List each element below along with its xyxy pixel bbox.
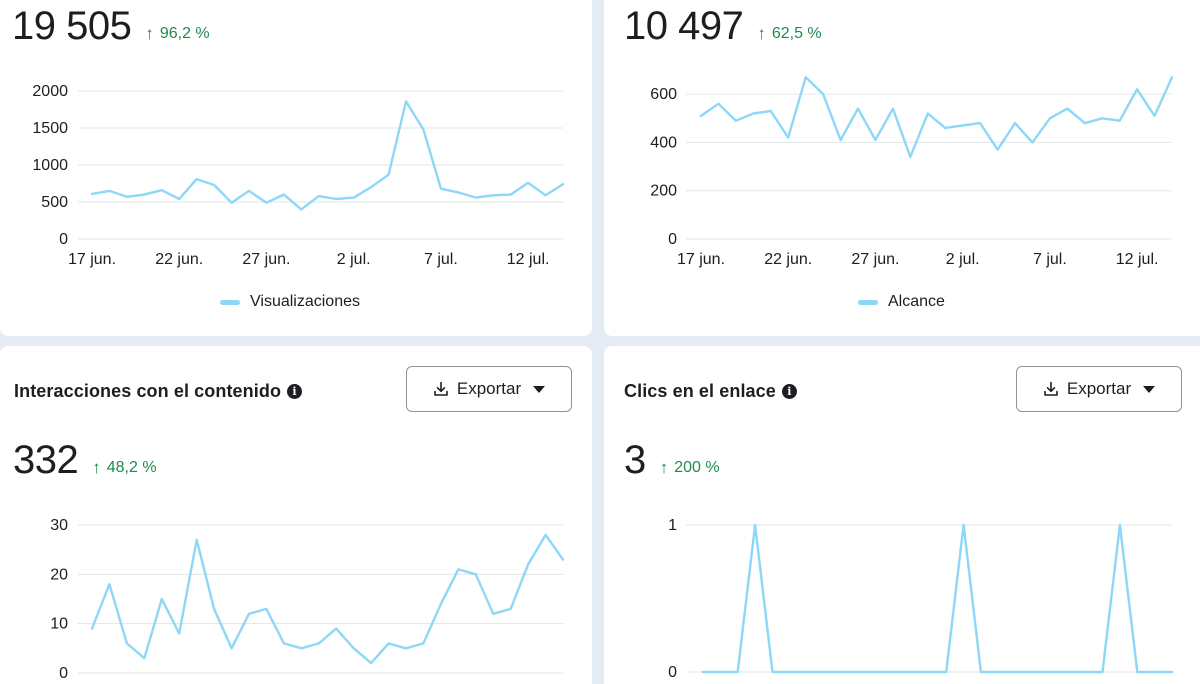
clicks-title-text: Clics en el enlace: [624, 381, 776, 401]
interactions-metric-value: 332: [13, 438, 79, 482]
clicks-metric-value: 3: [624, 438, 646, 482]
interactions-title: Interacciones con el contenido i: [14, 381, 303, 402]
interactions-change: ↑ 48,2 %: [92, 458, 156, 478]
interactions-metric-row: 332 ↑ 48,2 %: [13, 438, 157, 483]
download-icon: [1044, 381, 1058, 396]
export-button[interactable]: Exportar: [406, 366, 572, 412]
interactions-title-text: Interacciones con el contenido: [14, 381, 282, 401]
clicks-chart: 01: [668, 517, 1174, 681]
reach-card: 0 200 400 600 17 jun. 22 jun. 27 jun. 2 jul. 7 j…: [604, 0, 1200, 336]
reach-change: ↑ 62,5 %: [757, 24, 821, 44]
arrow-up-icon: ↑: [757, 24, 766, 43]
reach-metric-value: 10 497: [624, 4, 744, 48]
reach-metric-row: 10 497 ↑ 62,5 %: [624, 4, 822, 49]
y-tick-label: 10: [50, 616, 68, 633]
clicks-metric-row: 3 ↑ 200 %: [624, 438, 720, 483]
caret-down-icon: [1143, 385, 1156, 393]
caret-down-icon: [533, 385, 546, 393]
x-tick-label: 12 jul.: [1116, 251, 1159, 268]
x-tick-label: 2 jul.: [337, 251, 371, 268]
views-legend: Visualizaciones: [220, 293, 360, 311]
series-line: [701, 523, 1174, 674]
views-metric-value: 19 505: [12, 4, 132, 48]
export-button-label: Exportar: [1066, 379, 1132, 398]
views-change: ↑ 96,2 %: [145, 24, 209, 44]
y-tick-label: 0: [59, 231, 68, 248]
export-button[interactable]: Exportar: [1016, 366, 1182, 412]
y-tick-label: 400: [650, 134, 677, 151]
y-tick-label: 0: [668, 664, 677, 681]
series-line: [699, 75, 1174, 159]
views-chart: 0 500 1000 1500 2000 17 jun. 22 jun. 27 jun. 2 j…: [32, 83, 565, 268]
y-tick-label: 0: [59, 665, 68, 682]
series-line: [90, 533, 565, 665]
interactions-chart: 0 10 20 30: [50, 517, 565, 682]
x-tick-label: 17 jun.: [677, 251, 725, 268]
arrow-up-icon: ↑: [92, 458, 101, 477]
x-tick-label: 12 jul.: [507, 251, 550, 268]
clicks-title: Clics en el enlace i: [624, 381, 797, 402]
series-line: [90, 100, 565, 211]
x-tick-label: 22 jun.: [764, 251, 812, 268]
legend-swatch-icon: [220, 299, 240, 305]
interactions-card: 0 10 20 30 Interacciones con el contenido i…: [0, 346, 592, 684]
x-tick-label: 7 jul.: [424, 251, 458, 268]
reach-legend-label: Alcance: [888, 293, 945, 310]
views-card: 0 500 1000 1500 2000 17 jun. 22 jun. 27 jun. 2 j…: [0, 0, 592, 336]
export-button-label: Exportar: [456, 379, 522, 398]
clicks-change: ↑ 200 %: [660, 458, 720, 478]
y-tick-label: 20: [50, 566, 68, 583]
views-metric-row: 19 505 ↑ 96,2 %: [12, 4, 210, 49]
info-icon[interactable]: i: [287, 384, 303, 399]
legend-swatch-icon: [858, 299, 878, 305]
views-change-value: 96,2 %: [159, 25, 210, 42]
y-tick-label: 2000: [32, 83, 68, 100]
interactions-change-value: 48,2 %: [106, 459, 157, 476]
x-tick-label: 27 jun.: [242, 251, 290, 268]
x-tick-label: 17 jun.: [68, 251, 116, 268]
arrow-up-icon: ↑: [659, 458, 669, 477]
y-tick-label: 500: [41, 194, 68, 211]
x-tick-label: 7 jul.: [1033, 251, 1067, 268]
y-tick-label: 30: [50, 517, 68, 534]
download-icon: [434, 381, 448, 396]
y-tick-label: 0: [668, 231, 677, 248]
x-tick-label: 2 jul.: [946, 251, 980, 268]
views-legend-label: Visualizaciones: [250, 293, 360, 310]
y-tick-label: 1500: [32, 120, 68, 137]
y-tick-label: 1000: [32, 157, 68, 174]
clicks-change-value: 200 %: [674, 459, 720, 476]
y-tick-label: 1: [668, 517, 677, 534]
x-tick-label: 27 jun.: [851, 251, 899, 268]
info-icon[interactable]: i: [781, 384, 797, 399]
y-tick-label: 600: [650, 86, 677, 103]
y-tick-label: 200: [650, 183, 677, 200]
reach-legend: Alcance: [858, 293, 945, 311]
reach-change-value: 62,5 %: [771, 25, 822, 42]
x-tick-label: 22 jun.: [155, 251, 203, 268]
arrow-up-icon: ↑: [145, 24, 154, 43]
reach-chart: 0 200 400 600 17 jun. 22 jun. 27 jun. 2 jul. 7 j…: [650, 75, 1174, 268]
